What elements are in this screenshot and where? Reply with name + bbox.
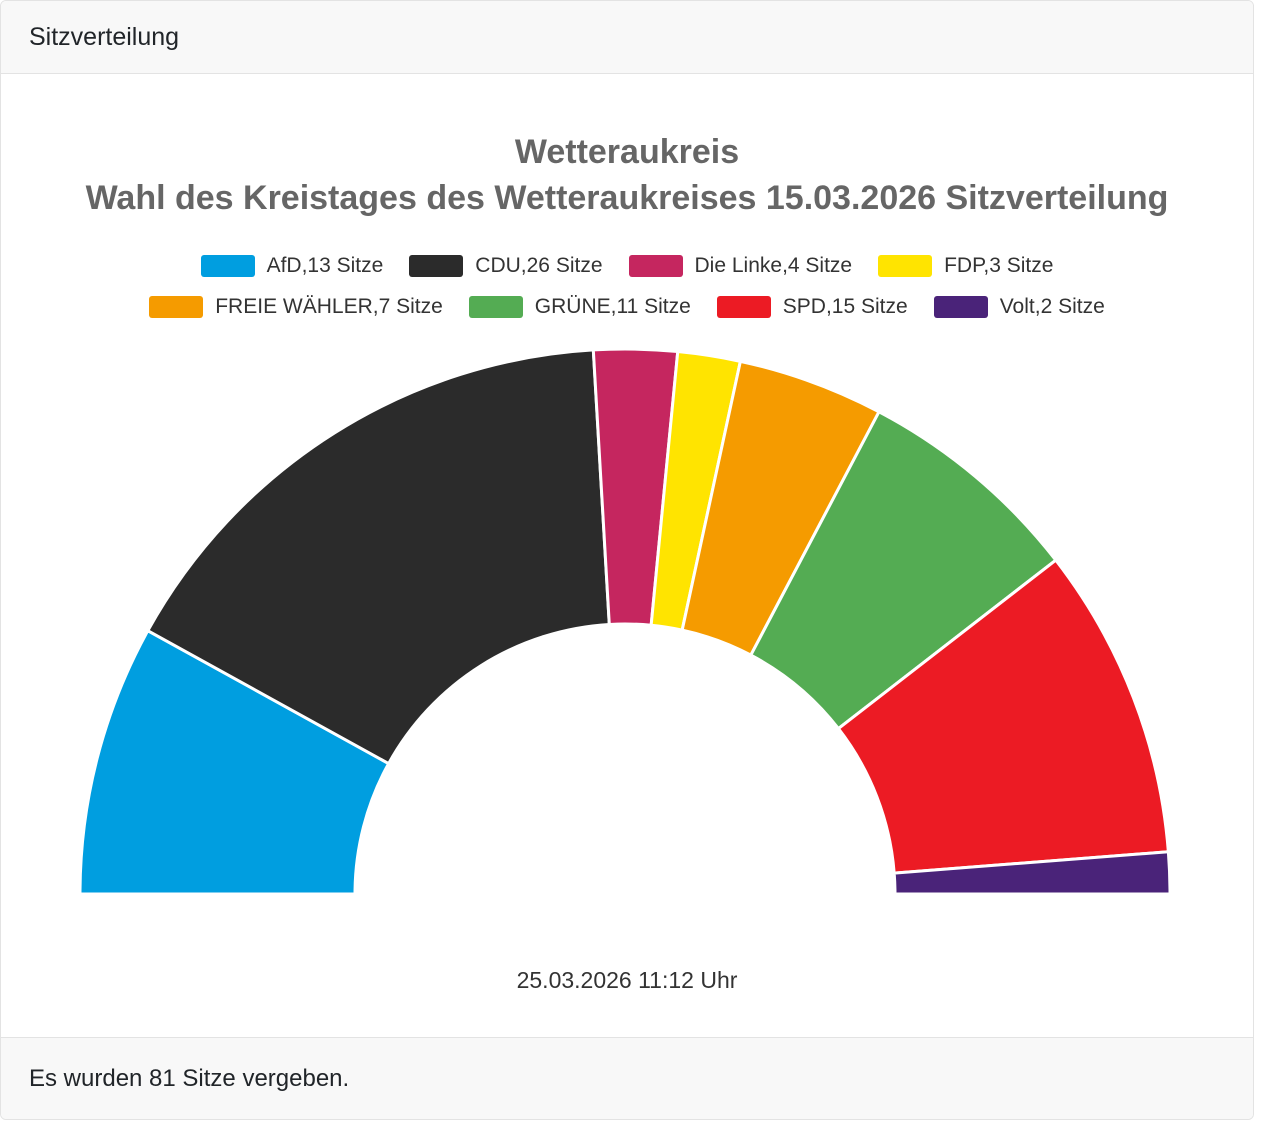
legend-item-volt[interactable]: Volt,2 Sitze [933,295,1105,319]
legend-item-fdp[interactable]: FDP,3 Sitze [878,254,1053,278]
legend-label: SPD,15 Sitze [782,295,908,318]
legend-item-grune[interactable]: GRÜNE,11 Sitze [468,295,691,319]
legend-swatch-icon [716,296,771,318]
footer-text: Es wurden 81 Sitze vergeben. [29,1064,350,1092]
legend-swatch-icon [409,255,464,277]
legend-label: Die Linke,4 Sitze [694,254,853,277]
sitzverteilung-card: Sitzverteilung Wetteraukreis Wahl des Kr… [0,0,1254,1120]
seat-arc-spd[interactable] [836,558,1170,875]
seat-arc-afd[interactable] [78,629,391,896]
chart-timestamp: 25.03.2026 11:12 Uhr [516,967,738,993]
legend-swatch-icon [933,296,988,318]
chart-panel: Wetteraukreis Wahl des Kreistages des We… [1,74,1253,1037]
legend-swatch-icon [468,296,523,318]
legend-label: FDP,3 Sitze [944,254,1054,277]
chart-title-line2: Wahl des Kreistages des Wetteraukreises … [85,179,1169,217]
legend-label: AfD,13 Sitze [266,254,384,277]
legend-item-cdu[interactable]: CDU,26 Sitze [409,254,603,278]
legend-item-afd[interactable]: AfD,13 Sitze [200,254,384,278]
legend-label: FREIE WÄHLER,7 Sitze [215,295,443,318]
legend-label: Volt,2 Sitze [999,295,1105,318]
legend-item-die-linke[interactable]: Die Linke,4 Sitze [628,254,853,278]
chart-legend: AfD,13 Sitze CDU,26 Sitze Die Linke,4 Sitz… [1,254,1253,319]
legend-swatch-icon [200,255,255,277]
legend-row: AfD,13 Sitze CDU,26 Sitze Die Linke,4 Sitz… [1,254,1253,278]
card-footer: Es wurden 81 Sitze vergeben. [1,1037,1253,1119]
seat-arc-volt[interactable] [892,850,1172,896]
legend-label: GRÜNE,11 Sitze [534,295,691,318]
legend-swatch-icon [628,255,683,277]
seat-distribution-chart [78,347,1172,896]
legend-label: CDU,26 Sitze [475,254,603,277]
chart-title-line1: Wetteraukreis [514,133,740,171]
card-header-title: Sitzverteilung [29,22,180,51]
chart-title: Wetteraukreis Wahl des Kreistages des We… [1,129,1253,221]
legend-swatch-icon [149,296,204,318]
legend-swatch-icon [878,255,933,277]
legend-item-freie-wahler[interactable]: FREIE WÄHLER,7 Sitze [149,295,443,319]
legend-row: FREIE WÄHLER,7 Sitze GRÜNE,11 Sitze SPD,15… [1,295,1253,319]
legend-item-spd[interactable]: SPD,15 Sitze [716,295,908,319]
card-header: Sitzverteilung [1,1,1253,74]
seat-arc-cdu[interactable] [146,348,611,766]
